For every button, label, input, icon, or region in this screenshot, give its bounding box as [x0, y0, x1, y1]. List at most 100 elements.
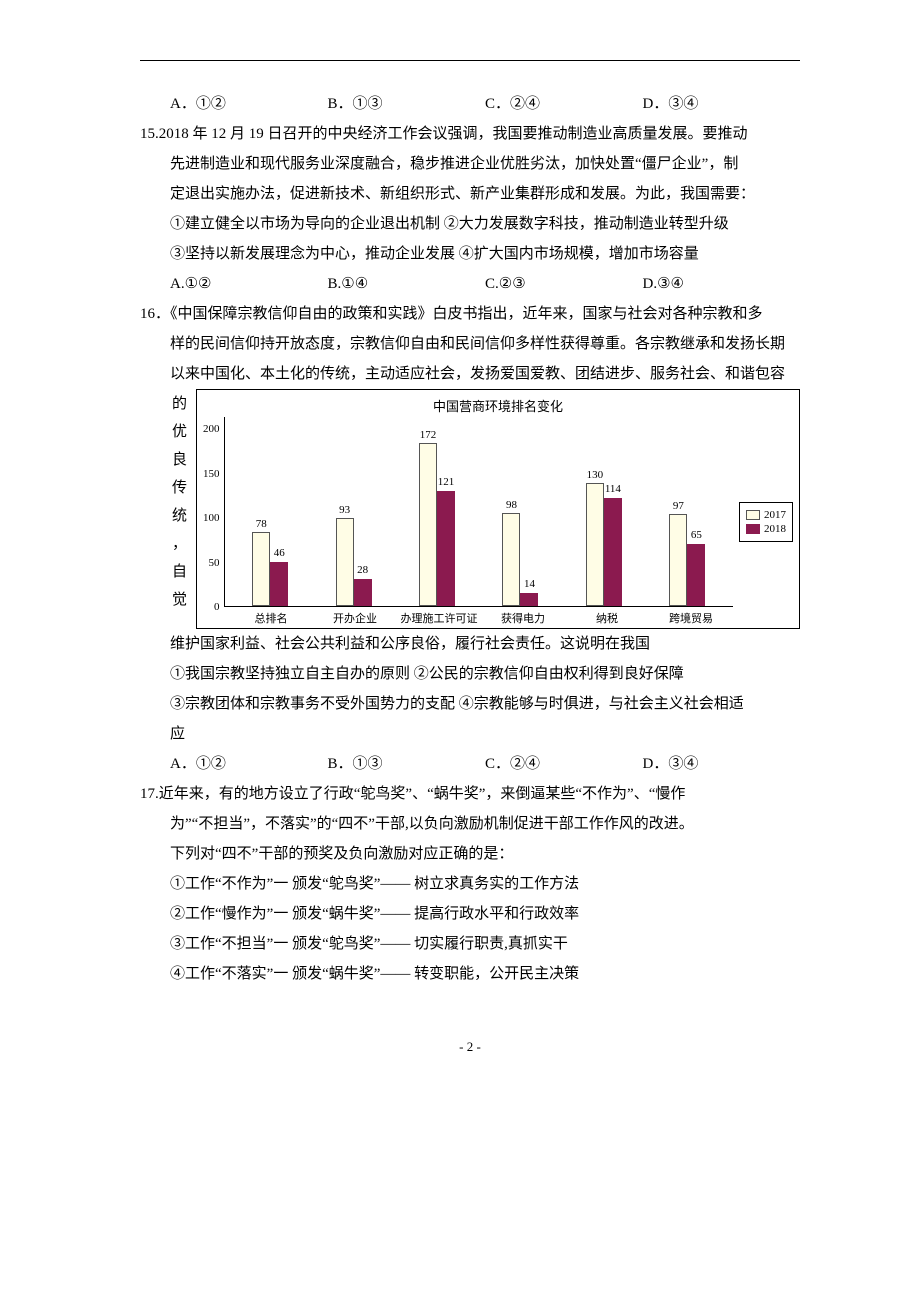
legend: 2017 2018	[739, 502, 793, 542]
q16-options: A．①② B．①③ C．②④ D．③④	[140, 749, 800, 779]
x-label: 开办企业	[313, 607, 397, 626]
vc-1: 优	[172, 417, 190, 445]
vc-3: 传	[172, 473, 190, 501]
bar-value-label: 98	[506, 499, 517, 511]
legend-row-2018: 2018	[746, 523, 786, 535]
bar: 46	[270, 562, 288, 606]
ytick: 200	[203, 423, 220, 435]
vc-4: 统	[172, 501, 190, 529]
q15-l5: ③坚持以新发展理念为中心，推动企业发展 ④扩大国内市场规模，增加市场容量	[140, 239, 800, 269]
bar: 130	[586, 483, 604, 607]
q15-l2: 先进制造业和现代服务业深度融合，稳步推进企业优胜劣汰，加快处置“僵尸企业”，制	[140, 149, 800, 179]
y-axis: 200 150 100 50 0	[203, 417, 224, 607]
options-row-prev: A．①② B．①③ C．②④ D．③④	[140, 89, 800, 119]
x-label: 获得电力	[481, 607, 565, 626]
vc-6: 自	[172, 557, 190, 585]
legend-label-2018: 2018	[764, 523, 786, 535]
legend-row-2017: 2017	[746, 509, 786, 521]
x-labels: 总排名开办企业办理施工许可证获得电力纳税跨境贸易	[229, 607, 733, 626]
bar: 98	[502, 513, 520, 606]
legend-swatch-2017	[746, 510, 760, 520]
bar-value-label: 97	[673, 500, 684, 512]
bar-group: 7846	[229, 532, 312, 606]
bar-value-label: 114	[605, 483, 621, 495]
legend-label-2017: 2017	[764, 509, 786, 521]
q16-opt-c: C．②④	[485, 749, 643, 779]
x-label: 跨境贸易	[649, 607, 733, 626]
chart-wrap: 中国营商环境排名变化 200 150 100 50 0 784693281721…	[196, 389, 800, 629]
bar-value-label: 172	[420, 429, 437, 441]
opt-d: D．③④	[643, 89, 801, 119]
q15-opt-b: B.①④	[328, 269, 486, 299]
bar-value-label: 93	[339, 504, 350, 516]
page: A．①② B．①③ C．②④ D．③④ 15.2018 年 12 月 19 日召…	[0, 0, 920, 1095]
q16-opt-a: A．①②	[170, 749, 328, 779]
q17-l6: ③工作“不担当”一 颁发“鸵鸟奖”—— 切实履行职责,真抓实干	[140, 929, 800, 959]
q15-l3: 定退出实施办法，促进新技术、新组织形式、新产业集群形成和发展。为此，我国需要：	[140, 179, 800, 209]
vc-5: ，	[172, 529, 190, 557]
chart-body: 200 150 100 50 0 78469328172121981413011…	[203, 417, 793, 626]
bar-group: 9765	[646, 514, 729, 606]
q16-l6: ③宗教团体和宗教事务不受外国势力的支配 ④宗教能够与时俱进，与社会主义社会相适	[140, 689, 800, 719]
vc-7: 觉	[172, 585, 190, 613]
q16-chart-row: 的 优 良 传 统 ， 自 觉 中国营商环境排名变化 200 150 10	[140, 389, 800, 629]
legend-swatch-2018	[746, 524, 760, 534]
bar-value-label: 78	[256, 518, 267, 530]
q16-l1: 16．《中国保障宗教信仰自由的政策和实践》白皮书指出，近年来，国家与社会对各种宗…	[140, 299, 800, 329]
plot: 200 150 100 50 0 78469328172121981413011…	[203, 417, 733, 607]
q15-l1: 15.2018 年 12 月 19 日召开的中央经济工作会议强调，我国要推动制造…	[140, 119, 800, 149]
page-number: - 2 -	[140, 1039, 800, 1055]
bar: 172	[419, 443, 437, 606]
ytick: 50	[203, 557, 220, 569]
ytick: 0	[203, 601, 220, 613]
q16-vertical-text: 的 优 良 传 统 ， 自 觉	[172, 389, 196, 613]
q17-l4: ①工作“不作为”一 颁发“鸵鸟奖”—— 树立求真务实的工作方法	[140, 869, 800, 899]
q16-l5: ①我国宗教坚持独立自主自办的原则 ②公民的宗教信仰自由权利得到良好保障	[140, 659, 800, 689]
q17-l3: 下列对“四不”干部的预奖及负向激励对应正确的是：	[140, 839, 800, 869]
bar-value-label: 65	[691, 529, 702, 541]
opt-c: C．②④	[485, 89, 643, 119]
q17-l2: 为”“不担当”，不落实”的“四不”干部,以负向激励机制促进干部工作作风的改进。	[140, 809, 800, 839]
vc-2: 良	[172, 445, 190, 473]
q16-l7: 应	[140, 719, 800, 749]
bar-value-label: 14	[524, 578, 535, 590]
bar-value-label: 121	[438, 476, 455, 488]
q15-options: A.①② B.①④ C.②③ D.③④	[140, 269, 800, 299]
q17-l7: ④工作“不落实”一 颁发“蜗牛奖”—— 转变职能，公开民主决策	[140, 959, 800, 989]
ytick: 150	[203, 468, 220, 480]
bar-value-label: 46	[274, 547, 285, 559]
bar: 97	[669, 514, 687, 606]
bar: 28	[354, 579, 372, 606]
bar: 121	[437, 491, 455, 606]
bar-group: 130114	[562, 483, 645, 607]
bars-area: 7846932817212198141301149765	[224, 417, 734, 607]
chart-title: 中国营商环境排名变化	[203, 396, 793, 415]
bar-group: 172121	[395, 443, 478, 606]
x-label: 总排名	[229, 607, 313, 626]
bar: 14	[520, 593, 538, 606]
q16-opt-d: D．③④	[643, 749, 801, 779]
q15-opt-d: D.③④	[643, 269, 801, 299]
bar: 65	[687, 544, 705, 606]
bar-group: 9814	[479, 513, 562, 606]
bar-value-label: 28	[357, 564, 368, 576]
plot-col: 200 150 100 50 0 78469328172121981413011…	[203, 417, 733, 626]
q17-l1: 17.近年来，有的地方设立了行政“鸵鸟奖”、“蜗牛奖”，来倒逼某些“不作为”、“…	[140, 779, 800, 809]
q16-l3: 以来中国化、本土化的传统，主动适应社会，发扬爱国爱教、团结进步、服务社会、和谐包…	[140, 359, 800, 389]
x-label: 办理施工许可证	[397, 607, 481, 626]
q17-l5: ②工作“慢作为”一 颁发“蜗牛奖”—— 提高行政水平和行政效率	[140, 899, 800, 929]
q15-opt-a: A.①②	[170, 269, 328, 299]
q15-opt-c: C.②③	[485, 269, 643, 299]
bar-chart: 中国营商环境排名变化 200 150 100 50 0 784693281721…	[196, 389, 800, 629]
q16-l2: 样的民间信仰持开放态度，宗教信仰自由和民间信仰多样性获得尊重。各宗教继承和发扬长…	[140, 329, 800, 359]
opt-b: B．①③	[328, 89, 486, 119]
bar: 78	[252, 532, 270, 606]
opt-a: A．①②	[170, 89, 328, 119]
bar: 114	[604, 498, 622, 606]
bar: 93	[336, 518, 354, 606]
q15-l4: ①建立健全以市场为导向的企业退出机制 ②大力发展数字科技，推动制造业转型升级	[140, 209, 800, 239]
ytick: 100	[203, 512, 220, 524]
q16-l4: 维护国家利益、社会公共利益和公序良俗，履行社会责任。这说明在我国	[140, 629, 800, 659]
top-rule	[140, 60, 800, 61]
q16-opt-b: B．①③	[328, 749, 486, 779]
